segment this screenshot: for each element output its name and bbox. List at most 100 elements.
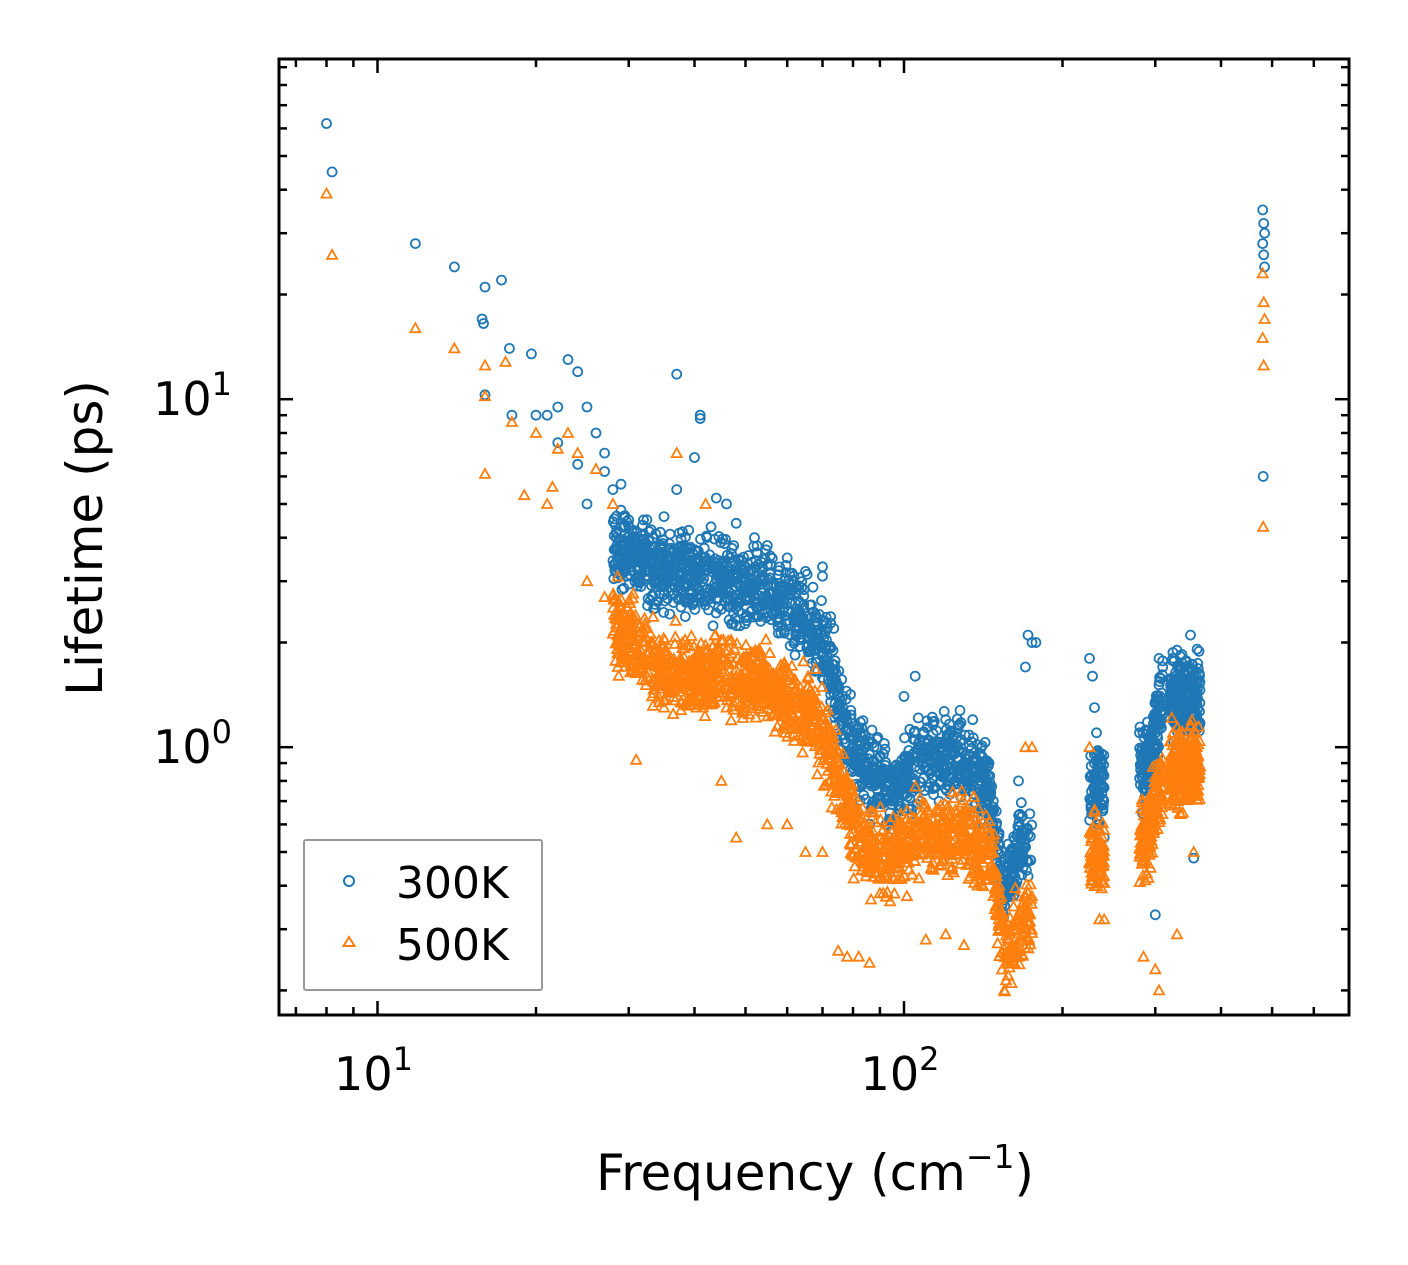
point-500k-1469 bbox=[867, 854, 881, 867]
point-500k-1656 bbox=[924, 820, 938, 832]
point-500k-1954 bbox=[1152, 784, 1166, 797]
point-300k-384 bbox=[664, 608, 676, 620]
point-300k-378 bbox=[789, 649, 801, 661]
point-300k-1788 bbox=[1097, 794, 1108, 806]
point-300k-2233 bbox=[541, 409, 553, 421]
point-300k-1690 bbox=[633, 542, 645, 553]
point-500k-1304 bbox=[611, 660, 625, 672]
point-500k-1528 bbox=[872, 830, 886, 843]
point-300k-1683 bbox=[608, 544, 620, 555]
point-500k-1740 bbox=[1087, 805, 1102, 817]
point-300k-1643 bbox=[753, 602, 764, 613]
point-500k-2270 bbox=[1097, 912, 1111, 925]
point-300k-1268 bbox=[727, 590, 739, 602]
point-300k-2238 bbox=[572, 458, 584, 470]
point-300k-1686 bbox=[707, 586, 719, 597]
point-300k-1630 bbox=[678, 543, 689, 554]
point-500k-1522 bbox=[724, 633, 738, 645]
point-300k-2212 bbox=[1188, 670, 1200, 682]
point-300k-2267 bbox=[909, 670, 921, 682]
point-500k-464 bbox=[1024, 896, 1039, 909]
point-500k-1640 bbox=[972, 842, 986, 854]
point-500k-2172 bbox=[1164, 792, 1178, 805]
point-300k-1607 bbox=[883, 780, 895, 792]
point-500k-1699 bbox=[1019, 889, 1033, 902]
point-300k-2289 bbox=[1185, 629, 1196, 641]
point-500k-2229 bbox=[517, 488, 531, 501]
point-500k-1538 bbox=[867, 859, 881, 872]
point-500k-2218 bbox=[1170, 773, 1184, 785]
point-500k-1589 bbox=[875, 858, 889, 871]
point-500k-1548 bbox=[945, 859, 959, 872]
point-500k-1343 bbox=[680, 698, 694, 711]
point-500k-1449 bbox=[760, 676, 774, 689]
point-300k-1535 bbox=[677, 526, 688, 538]
point-300k-2226 bbox=[496, 274, 507, 286]
point-300k-1948 bbox=[1140, 724, 1152, 736]
point-500k-1327 bbox=[727, 702, 741, 715]
point-300k-2239 bbox=[581, 401, 593, 413]
point-500k-247 bbox=[756, 705, 770, 717]
point-500k-1621 bbox=[806, 691, 820, 704]
point-300k-986 bbox=[658, 607, 670, 618]
point-300k-1594 bbox=[646, 549, 657, 561]
point-300k-1441 bbox=[927, 719, 939, 731]
point-300k-1536 bbox=[967, 772, 979, 783]
point-300k-1631 bbox=[759, 554, 771, 565]
point-300k-2261 bbox=[761, 540, 773, 551]
point-300k-1465 bbox=[884, 814, 896, 825]
point-500k-1644 bbox=[673, 656, 688, 668]
point-300k-1653 bbox=[802, 646, 814, 658]
point-300k-1447 bbox=[653, 577, 664, 588]
point-500k-1511 bbox=[789, 681, 804, 694]
point-500k-978 bbox=[724, 713, 738, 726]
point-500k-1785 bbox=[1088, 879, 1102, 891]
point-500k-1634 bbox=[625, 644, 639, 657]
point-500k-1043 bbox=[850, 806, 864, 818]
point-500k-1781 bbox=[1089, 836, 1103, 849]
point-500k-1536 bbox=[840, 797, 854, 810]
point-500k-1680 bbox=[655, 681, 669, 694]
point-500k-1585 bbox=[701, 668, 715, 681]
point-500k-1053 bbox=[756, 654, 770, 667]
point-300k-2280 bbox=[1091, 727, 1102, 739]
point-500k-1448 bbox=[967, 806, 981, 819]
point-500k-1948 bbox=[1147, 775, 1162, 788]
point-500k-1586 bbox=[677, 665, 691, 678]
point-500k-1539 bbox=[836, 774, 850, 786]
point-300k-2262 bbox=[781, 552, 793, 564]
point-300k-1685 bbox=[899, 751, 910, 763]
point-500k-2272 bbox=[1148, 962, 1162, 975]
point-300k-1926 bbox=[1154, 672, 1165, 683]
point-500k-1953 bbox=[1144, 796, 1159, 809]
point-300k-2206 bbox=[1176, 685, 1188, 697]
point-500k-1616 bbox=[837, 806, 851, 819]
point-300k-2004 bbox=[1192, 658, 1204, 669]
point-500k-2219 bbox=[1176, 763, 1190, 776]
point-500k-1624 bbox=[808, 662, 822, 674]
point-300k-2278 bbox=[1087, 670, 1098, 682]
point-500k-1600 bbox=[785, 670, 799, 682]
point-300k-1688 bbox=[722, 601, 734, 612]
point-300k-1595 bbox=[878, 748, 889, 760]
point-300k-2208 bbox=[1187, 681, 1198, 693]
point-500k-1465 bbox=[751, 645, 765, 658]
point-500k-1681 bbox=[795, 733, 810, 746]
point-500k-74 bbox=[843, 836, 857, 849]
point-500k-1601 bbox=[763, 687, 777, 699]
point-300k-1366 bbox=[790, 628, 802, 640]
point-500k-2273 bbox=[1152, 983, 1166, 996]
point-500k-1678 bbox=[845, 818, 859, 830]
point-300k-1489 bbox=[870, 763, 882, 775]
x-tick-label-0: 101 bbox=[334, 1040, 413, 1101]
point-500k-2260 bbox=[939, 927, 953, 940]
point-500k-608 bbox=[715, 682, 729, 695]
point-300k-1556 bbox=[627, 557, 639, 569]
point-500k-1470 bbox=[689, 650, 703, 663]
point-300k-1679 bbox=[902, 791, 913, 802]
point-500k-1689 bbox=[861, 862, 875, 875]
point-300k-2232 bbox=[530, 409, 542, 421]
point-300k-2257 bbox=[705, 521, 717, 533]
point-500k-1622 bbox=[715, 685, 729, 698]
point-300k-2247 bbox=[623, 514, 635, 526]
